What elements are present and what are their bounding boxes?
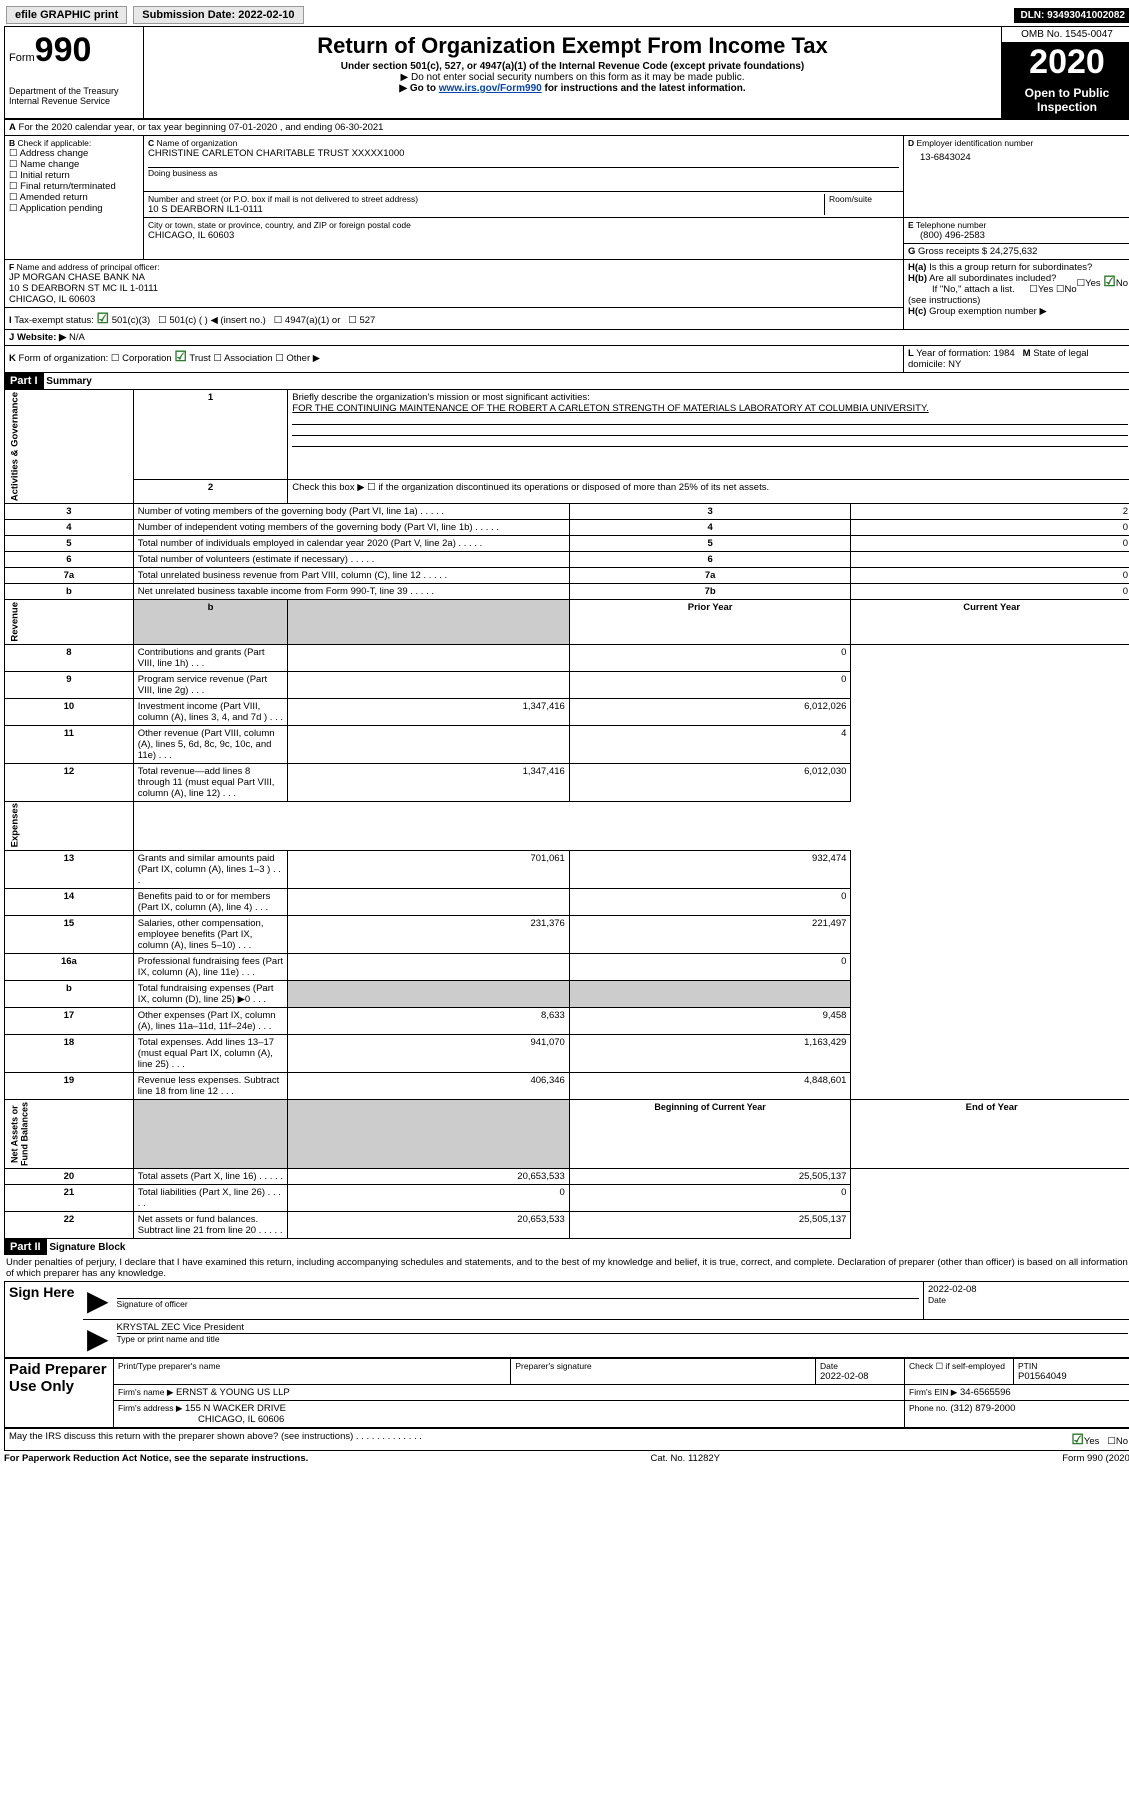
box-c-city: City or town, state or province, country… — [144, 218, 904, 260]
exp-label: Expenses — [5, 801, 134, 850]
rev-label: Revenue — [5, 600, 134, 645]
line-22: Net assets or fund balances. Subtract li… — [133, 1212, 287, 1239]
line-6: Total number of volunteers (estimate if … — [133, 552, 569, 568]
line-a: A For the 2020 calendar year, or tax yea… — [5, 120, 1129, 136]
line-16a: Professional fundraising fees (Part IX, … — [133, 954, 287, 981]
box-e: E Telephone number(800) 496-2583 — [904, 218, 1129, 244]
public-inspection: Open to PublicInspection — [1002, 82, 1129, 118]
line-21: Total liabilities (Part X, line 26) . . … — [133, 1185, 287, 1212]
line-20: Total assets (Part X, line 16) . . . . . — [133, 1169, 287, 1185]
line-12: Total revenue—add lines 8 through 11 (mu… — [133, 763, 287, 801]
box-g: G Gross receipts $ 24,275,632 — [904, 244, 1129, 260]
submission-date: Submission Date: 2022-02-10 — [133, 6, 303, 24]
line-3: Number of voting members of the governin… — [133, 504, 569, 520]
line-k: K Form of organization: ☐ Corporation ☑ … — [5, 346, 904, 373]
topbar: efile GRAPHIC print Submission Date: 202… — [4, 4, 1129, 26]
signature-table: Sign Here ▶ Signature of officer 2022-02… — [4, 1281, 1129, 1358]
gov-label: Activities & Governance — [5, 390, 134, 504]
irs-label: Internal Revenue Service — [9, 96, 139, 106]
footer-table: May the IRS discuss this return with the… — [4, 1428, 1129, 1451]
entity-table: A For the 2020 calendar year, or tax yea… — [4, 119, 1129, 373]
line-lm: L Year of formation: 1984 M State of leg… — [904, 346, 1129, 373]
part1-header: Part I Summary — [4, 373, 1129, 389]
subtitle-1: Under section 501(c), 527, or 4947(a)(1)… — [152, 61, 993, 72]
part2-header: Part II Signature Block — [4, 1239, 1129, 1255]
line-8: Contributions and grants (Part VIII, lin… — [133, 644, 287, 671]
box-f: F Name and address of principal officer:… — [5, 260, 904, 308]
line-15: Salaries, other compensation, employee b… — [133, 916, 287, 954]
line-9: Program service revenue (Part VIII, line… — [133, 671, 287, 698]
form990-link[interactable]: www.irs.gov/Form990 — [439, 83, 542, 94]
checkbox-opt[interactable]: ☐ Application pending — [9, 203, 139, 214]
box-d: D Employer identification number 13-6843… — [904, 136, 1129, 218]
q2: Check this box ▶ ☐ if the organization d… — [288, 480, 1129, 504]
line-4: Number of independent voting members of … — [133, 520, 569, 536]
form-header: Form990 Department of the Treasury Inter… — [4, 26, 1129, 119]
net-label: Net Assets orFund Balances — [5, 1100, 134, 1169]
line-10: Investment income (Part VIII, column (A)… — [133, 698, 287, 725]
paid-preparer: Paid Preparer Use Only — [5, 1359, 114, 1428]
line-7a: Total unrelated business revenue from Pa… — [133, 568, 569, 584]
checkbox-opt[interactable]: ☐ Name change — [9, 159, 139, 170]
sign-here: Sign Here — [5, 1282, 84, 1358]
subtitle-2: ▶ Do not enter social security numbers o… — [152, 72, 993, 83]
box-h: H(a) Is this a group return for subordin… — [904, 260, 1129, 330]
line-j: J Website: ▶ N/A — [5, 330, 1129, 346]
q1: Briefly describe the organization's miss… — [288, 390, 1129, 480]
declaration: Under penalties of perjury, I declare th… — [4, 1255, 1129, 1281]
subtitle-3: ▶ Go to www.irs.gov/Form990 for instruct… — [152, 83, 993, 94]
discuss-q: May the IRS discuss this return with the… — [5, 1429, 1129, 1451]
efile-button[interactable]: efile GRAPHIC print — [6, 6, 127, 24]
line-11: Other revenue (Part VIII, column (A), li… — [133, 725, 287, 763]
line-i: I Tax-exempt status: ☑ 501(c)(3) ☐ 501(c… — [5, 308, 904, 330]
checkbox-opt[interactable]: ☐ Address change — [9, 148, 139, 159]
hdr-curr: Current Year — [851, 600, 1129, 645]
box-c-addr: Number and street (or P.O. box if mail i… — [144, 192, 904, 218]
line-b: Net unrelated business taxable income fr… — [133, 584, 569, 600]
line-14: Benefits paid to or for members (Part IX… — [133, 889, 287, 916]
preparer-table: Paid Preparer Use Only Print/Type prepar… — [4, 1358, 1129, 1428]
hdr-prior: Prior Year — [569, 600, 851, 645]
checkbox-opt[interactable]: ☐ Amended return — [9, 192, 139, 203]
dept-treasury: Department of the Treasury — [9, 86, 139, 96]
line-13: Grants and similar amounts paid (Part IX… — [133, 851, 287, 889]
line-5: Total number of individuals employed in … — [133, 536, 569, 552]
form-title: Return of Organization Exempt From Incom… — [152, 33, 993, 59]
tax-year: 2020 — [1002, 43, 1129, 82]
checkbox-opt[interactable]: ☐ Initial return — [9, 170, 139, 181]
dln: DLN: 93493041002082 — [1014, 8, 1129, 23]
checkbox-opt[interactable]: ☐ Final return/terminated — [9, 181, 139, 192]
omb-number: OMB No. 1545-0047 — [1002, 27, 1129, 43]
footer: For Paperwork Reduction Act Notice, see … — [4, 1451, 1129, 1464]
form-number: Form990 — [9, 31, 139, 70]
line-18: Total expenses. Add lines 13–17 (must eq… — [133, 1035, 287, 1073]
line-19: Revenue less expenses. Subtract line 18 … — [133, 1073, 287, 1100]
summary-table: Activities & Governance 1 Briefly descri… — [4, 389, 1129, 1239]
q1-num: 1 — [133, 390, 287, 480]
box-b: B Check if applicable: ☐ Address change☐… — [5, 136, 144, 260]
line-b: Total fundraising expenses (Part IX, col… — [133, 981, 287, 1008]
line-17: Other expenses (Part IX, column (A), lin… — [133, 1008, 287, 1035]
box-c-name: C Name of organization CHRISTINE CARLETO… — [144, 136, 904, 192]
